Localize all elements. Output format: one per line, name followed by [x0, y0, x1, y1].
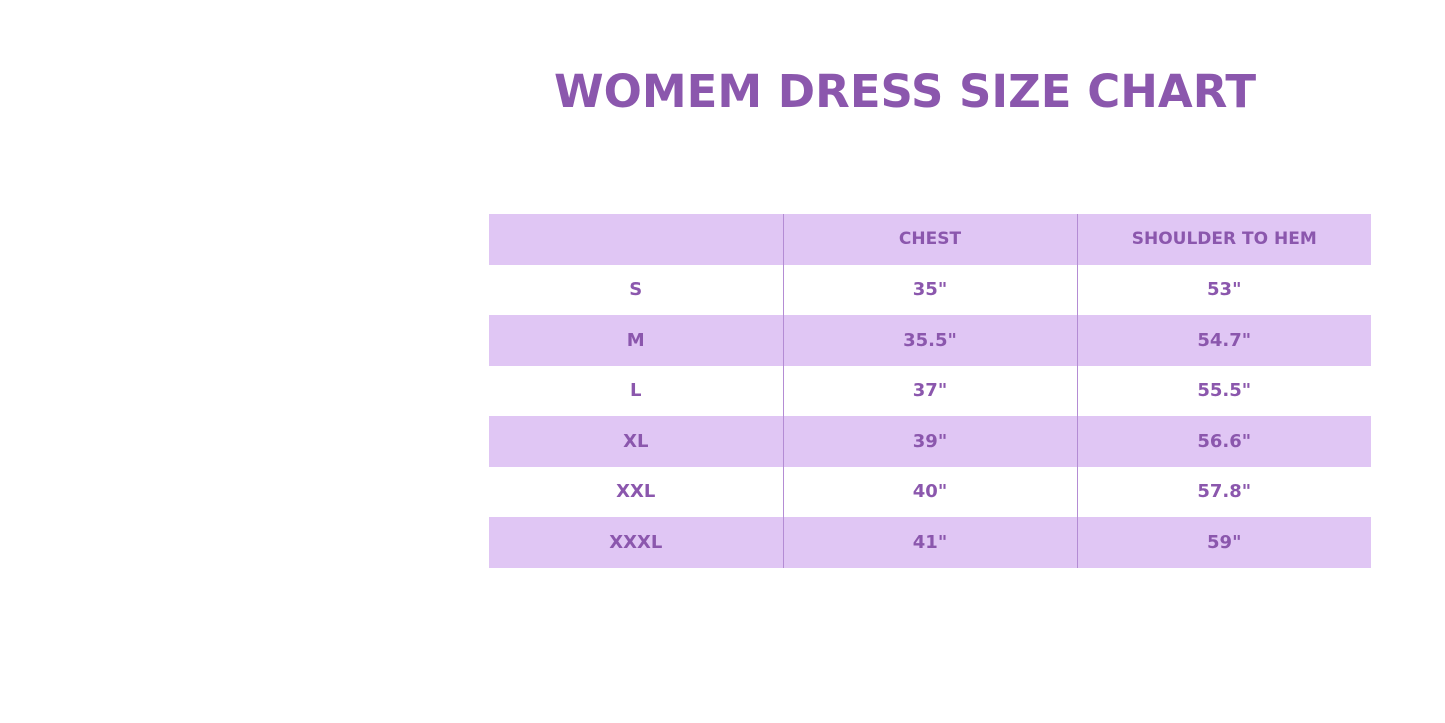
cell-size: S — [629, 279, 643, 301]
cell-shoulder-to-hem: 55.5" — [1076, 365, 1371, 416]
cell-size: L — [630, 380, 642, 402]
cell-shoulder-to-hem: 56.6" — [1076, 416, 1371, 467]
table-row: M 35.5" 54.7" — [489, 315, 1371, 366]
cell-chest: 35" — [782, 264, 1077, 315]
cell-shoulder-to-hem: 57.8" — [1076, 466, 1371, 517]
table-row: S 35" 53" — [489, 264, 1371, 315]
table-header-row: CHEST SHOULDER TO HEM — [489, 214, 1371, 265]
cell-chest: 35.5" — [782, 315, 1077, 366]
cell-shoulder-to-hem: 59" — [1076, 517, 1371, 568]
table-row: XL 39" 56.6" — [489, 416, 1371, 467]
page-title: WOMEM DRESS SIZE CHART — [553, 65, 1257, 118]
size-chart-table: CHEST SHOULDER TO HEM S 35" 53" M 35.5" 54.7"… — [489, 214, 1371, 568]
cell-shoulder-to-hem: 53" — [1076, 264, 1371, 315]
cell-size: XL — [489, 416, 783, 467]
header-size — [489, 214, 783, 265]
cell-size: M — [489, 315, 783, 366]
cell-chest: 39" — [782, 416, 1077, 467]
cell-size: XXXL — [489, 517, 783, 568]
cell-chest: 37" — [782, 365, 1077, 416]
cell-chest: 40" — [782, 466, 1077, 517]
header-chest: CHEST — [782, 214, 1077, 265]
cell-shoulder-to-hem: 54.7" — [1076, 315, 1371, 366]
cell-size: XXL — [616, 481, 656, 503]
header-shoulder-to-hem: SHOULDER TO HEM — [1076, 214, 1371, 265]
table-row: L 37" 55.5" — [489, 365, 1371, 416]
table-row: XXL 40" 57.8" — [489, 466, 1371, 517]
cell-chest: 41" — [782, 517, 1077, 568]
table-row: XXXL 41" 59" — [489, 517, 1371, 568]
